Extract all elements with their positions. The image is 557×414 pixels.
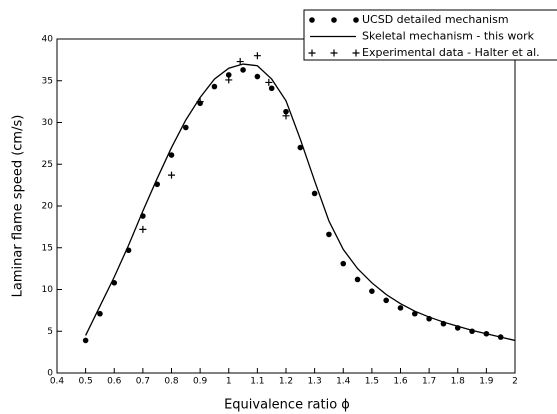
x-tick-label: 0.7 xyxy=(136,377,150,387)
data-point xyxy=(397,305,404,311)
data-point xyxy=(283,108,289,115)
x-tick-label: 0.8 xyxy=(164,377,179,387)
x-tick-label: 0.4 xyxy=(50,377,65,387)
y-tick-label: 35 xyxy=(42,76,53,86)
x-tick-label: 1.1 xyxy=(250,377,264,387)
x-tick-label: 1.3 xyxy=(307,377,321,387)
data-point xyxy=(268,85,275,92)
x-tick-label: 0.5 xyxy=(78,377,92,387)
legend-label: Experimental data - Halter et al. xyxy=(362,46,540,59)
y-tick-label: 25 xyxy=(42,160,53,170)
data-point xyxy=(383,297,389,304)
legend-marker xyxy=(308,49,316,57)
x-tick-label: 1.4 xyxy=(336,377,351,387)
data-point xyxy=(253,52,261,60)
x-tick-label: 0.6 xyxy=(107,377,122,387)
data-point xyxy=(297,144,304,151)
x-tick-label: 1 xyxy=(226,377,232,387)
y-tick-label: 5 xyxy=(47,327,53,337)
legend-marker xyxy=(309,17,315,23)
data-point xyxy=(311,190,318,197)
x-tick-label: 0.9 xyxy=(193,377,208,387)
data-point xyxy=(196,98,204,106)
x-tick-label: 1.2 xyxy=(279,377,293,387)
y-tick-label: 40 xyxy=(42,35,54,45)
data-point xyxy=(97,310,103,317)
data-point xyxy=(139,225,147,233)
x-axis-label: Equivalence ratio ϕ xyxy=(224,398,350,413)
y-axis-label: Laminar flame speed (cm/s) xyxy=(11,115,26,298)
legend-marker xyxy=(352,49,360,57)
data-point xyxy=(254,73,261,80)
legend-marker xyxy=(353,17,359,23)
data-point xyxy=(168,152,175,158)
series-line xyxy=(85,63,516,342)
legend-marker xyxy=(330,49,338,57)
data-point xyxy=(369,288,375,294)
data-point xyxy=(82,337,89,344)
y-tick-label: 10 xyxy=(42,285,54,295)
data-point xyxy=(326,231,332,238)
data-point xyxy=(183,124,189,131)
data-point xyxy=(111,280,118,286)
y-tick-label: 20 xyxy=(42,202,54,212)
y-tick-label: 30 xyxy=(42,118,54,128)
legend-box xyxy=(303,9,557,61)
data-point xyxy=(225,76,233,84)
y-tick-label: 15 xyxy=(42,243,53,253)
x-tick-label: 1.9 xyxy=(479,377,494,387)
legend-label: UCSD detailed mechanism xyxy=(362,13,509,26)
data-point xyxy=(282,112,290,120)
data-point xyxy=(236,58,244,66)
x-tick-label: 1.5 xyxy=(365,377,379,387)
data-point xyxy=(354,276,361,283)
data-point xyxy=(265,78,273,86)
y-tick-label: 0 xyxy=(47,369,53,379)
data-point xyxy=(168,171,175,179)
x-tick-label: 1.7 xyxy=(422,377,436,387)
x-tick-label: 2 xyxy=(512,377,518,387)
data-point xyxy=(211,83,218,90)
data-point xyxy=(225,72,232,78)
data-point xyxy=(340,260,347,267)
data-point xyxy=(240,67,246,73)
legend-label: Skeletal mechanism - this work xyxy=(362,30,535,43)
x-tick-label: 1.8 xyxy=(451,377,466,387)
x-tick-label: 1.6 xyxy=(393,377,408,387)
legend-marker xyxy=(331,17,337,23)
